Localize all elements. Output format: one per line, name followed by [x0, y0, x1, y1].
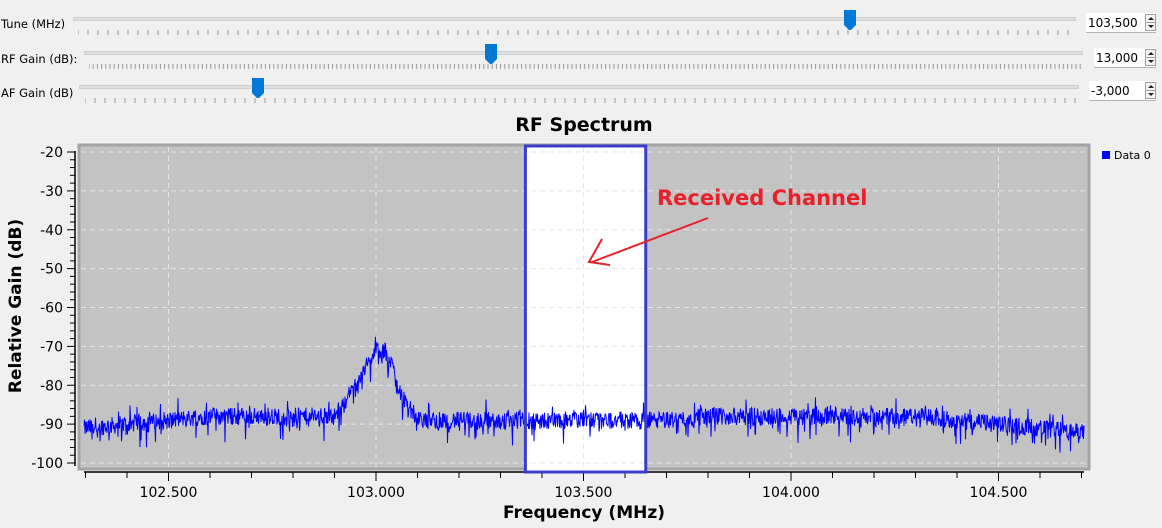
- svg-text:-30: -30: [40, 184, 63, 200]
- tune-slider-track[interactable]: [73, 17, 1076, 21]
- af-gain-spin-arrows[interactable]: [1145, 82, 1156, 99]
- svg-text:103.000: 103.000: [347, 485, 405, 501]
- af-gain-slider-track[interactable]: [79, 85, 1079, 89]
- tune-spin-arrows[interactable]: [1145, 14, 1156, 31]
- legend-swatch-icon: [1102, 151, 1110, 159]
- spin-down-icon[interactable]: [1148, 93, 1154, 96]
- rf-gain-label: RF Gain (dB):: [1, 52, 78, 66]
- svg-text:-40: -40: [40, 223, 63, 239]
- svg-text:-50: -50: [40, 262, 63, 278]
- legend-label: Data 0: [1114, 149, 1151, 162]
- svg-text:103.500: 103.500: [555, 485, 613, 501]
- rf-gain-spinbox[interactable]: 13,000: [1094, 48, 1156, 68]
- spin-up-icon[interactable]: [1148, 85, 1154, 88]
- tune-slider-ticks: [78, 30, 1069, 35]
- svg-text:-100: -100: [31, 456, 63, 472]
- received-channel-annotation: Received Channel: [657, 186, 868, 210]
- x-axis-label: Frequency (MHz): [503, 503, 665, 523]
- rf-gain-slider-track[interactable]: [84, 51, 1083, 55]
- rf-gain-slider-handle[interactable]: [485, 44, 497, 64]
- rf-gain-value: 13,000: [1096, 51, 1138, 65]
- spin-up-icon[interactable]: [1148, 52, 1154, 55]
- af-gain-spinbox[interactable]: -3,000: [1089, 81, 1156, 101]
- tune-spinbox[interactable]: 103,500: [1086, 13, 1156, 33]
- rf-gain-spin-arrows[interactable]: [1145, 49, 1156, 66]
- af-gain-value: -3,000: [1091, 84, 1130, 98]
- svg-text:-60: -60: [40, 301, 63, 317]
- rf-gain-slider-ticks: [89, 64, 1081, 69]
- svg-text:-70: -70: [40, 339, 63, 355]
- tune-label: Tune (MHz): [1, 17, 66, 31]
- svg-text:-20: -20: [40, 145, 63, 161]
- svg-text:-90: -90: [40, 417, 63, 433]
- spin-down-icon[interactable]: [1148, 25, 1154, 28]
- legend: Data 0: [1102, 149, 1151, 162]
- svg-text:104.500: 104.500: [970, 485, 1028, 501]
- svg-text:102.500: 102.500: [140, 485, 198, 501]
- tune-value: 103,500: [1088, 16, 1138, 30]
- chart-title: RF Spectrum: [515, 114, 653, 136]
- spin-up-icon[interactable]: [1148, 17, 1154, 20]
- spin-down-icon[interactable]: [1148, 60, 1154, 63]
- svg-text:-80: -80: [40, 378, 63, 394]
- af-gain-label: AF Gain (dB): [1, 86, 74, 100]
- af-gain-slider-handle[interactable]: [252, 78, 264, 98]
- tune-slider-handle[interactable]: [844, 10, 856, 30]
- svg-text:104.000: 104.000: [762, 485, 820, 501]
- af-gain-slider-ticks: [85, 98, 1076, 103]
